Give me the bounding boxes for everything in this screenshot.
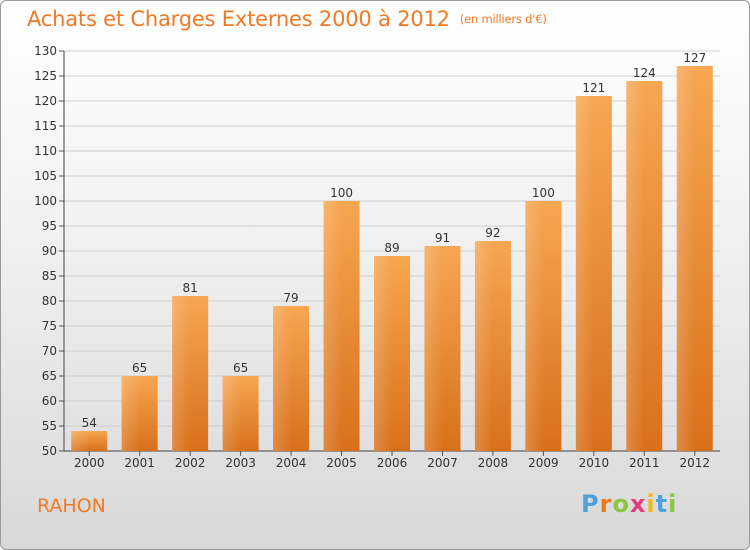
x-tick-label: 2009: [528, 456, 559, 470]
bar-highlight: [121, 376, 140, 451]
logo-letter: o: [612, 490, 630, 518]
logo-letter: r: [599, 490, 613, 518]
logo-letter: i: [646, 490, 656, 518]
y-tick-label: 105: [34, 169, 57, 183]
y-tick-label: 110: [34, 144, 57, 158]
bar-highlight: [676, 66, 695, 451]
y-tick-label: 50: [42, 444, 57, 458]
y-tick-label: 55: [42, 419, 57, 433]
y-tick-label: 80: [42, 294, 57, 308]
logo-letter: i: [668, 490, 678, 518]
y-tick-labels: 50 55 60 65 70 75 80 85 90 95 100 105 110 115 120 125 13…: [34, 44, 57, 458]
bar-highlight: [222, 376, 241, 451]
y-tick-label: 125: [34, 69, 57, 83]
data-label: 81: [183, 281, 198, 295]
logo-letter: t: [655, 490, 669, 518]
bar-highlight: [172, 296, 191, 451]
data-label: 91: [435, 231, 450, 245]
x-tick-label: 2010: [579, 456, 610, 470]
bar-highlight: [626, 81, 645, 451]
bars: [71, 66, 713, 451]
x-tick-label: 2000: [74, 456, 105, 470]
y-tick-label: 85: [42, 269, 57, 283]
x-tick-label: 2007: [427, 456, 458, 470]
chart-title-text: Achats et Charges Externes 2000 à 2012: [27, 7, 450, 31]
x-tick-label: 2006: [377, 456, 408, 470]
x-tick-label: 2012: [679, 456, 710, 470]
proxiti-logo: Proxiti: [581, 490, 677, 518]
data-label: 79: [283, 291, 298, 305]
bar-highlight: [474, 241, 493, 451]
bar-highlight: [71, 431, 90, 451]
bar-highlight: [273, 306, 292, 451]
x-tick-label: 2004: [276, 456, 307, 470]
chart-title: Achats et Charges Externes 2000 à 2012 (e…: [27, 7, 547, 31]
x-tick-label: 2002: [175, 456, 206, 470]
y-tick-label: 115: [34, 119, 57, 133]
data-label: 100: [330, 186, 353, 200]
data-label: 100: [532, 186, 555, 200]
bar-highlight: [575, 96, 594, 451]
bar-highlight: [525, 201, 544, 451]
x-tick-label: 2003: [225, 456, 256, 470]
logo-letter: x: [629, 490, 647, 518]
y-tick-label: 90: [42, 244, 57, 258]
commune-name: RAHON: [37, 495, 106, 517]
x-tick-label: 2008: [478, 456, 509, 470]
data-label: 65: [233, 361, 248, 375]
y-tick-label: 100: [34, 194, 57, 208]
data-label: 124: [633, 66, 656, 80]
bar-highlight: [424, 246, 443, 451]
data-label: 127: [683, 51, 706, 65]
data-label: 65: [132, 361, 147, 375]
y-tick-label: 95: [42, 219, 57, 233]
x-tick-label: 2011: [629, 456, 660, 470]
x-tick-label: 2005: [326, 456, 357, 470]
data-label: 121: [582, 81, 605, 95]
data-label: 54: [82, 416, 97, 430]
bar-highlight: [374, 256, 392, 451]
x-tick-labels: 2000 2001 2002 2003 2004 2005 2006 2007 2008 2009…: [74, 451, 710, 470]
y-tick-label: 60: [42, 394, 57, 408]
y-tick-label: 120: [34, 94, 57, 108]
y-tick-label: 65: [42, 369, 57, 383]
y-tick-label: 130: [34, 44, 57, 58]
logo-letter: P: [581, 490, 600, 518]
x-tick-label: 2001: [124, 456, 155, 470]
data-labels: 54 65 81 65 79 100 89 91 92 100 121 124 127: [82, 51, 707, 430]
chart-unit: (en milliers d'€): [459, 12, 547, 26]
data-label: 92: [485, 226, 500, 240]
data-label: 89: [384, 241, 399, 255]
y-tick-label: 75: [42, 319, 57, 333]
bar-highlight: [323, 201, 342, 451]
y-tick-label: 70: [42, 344, 57, 358]
